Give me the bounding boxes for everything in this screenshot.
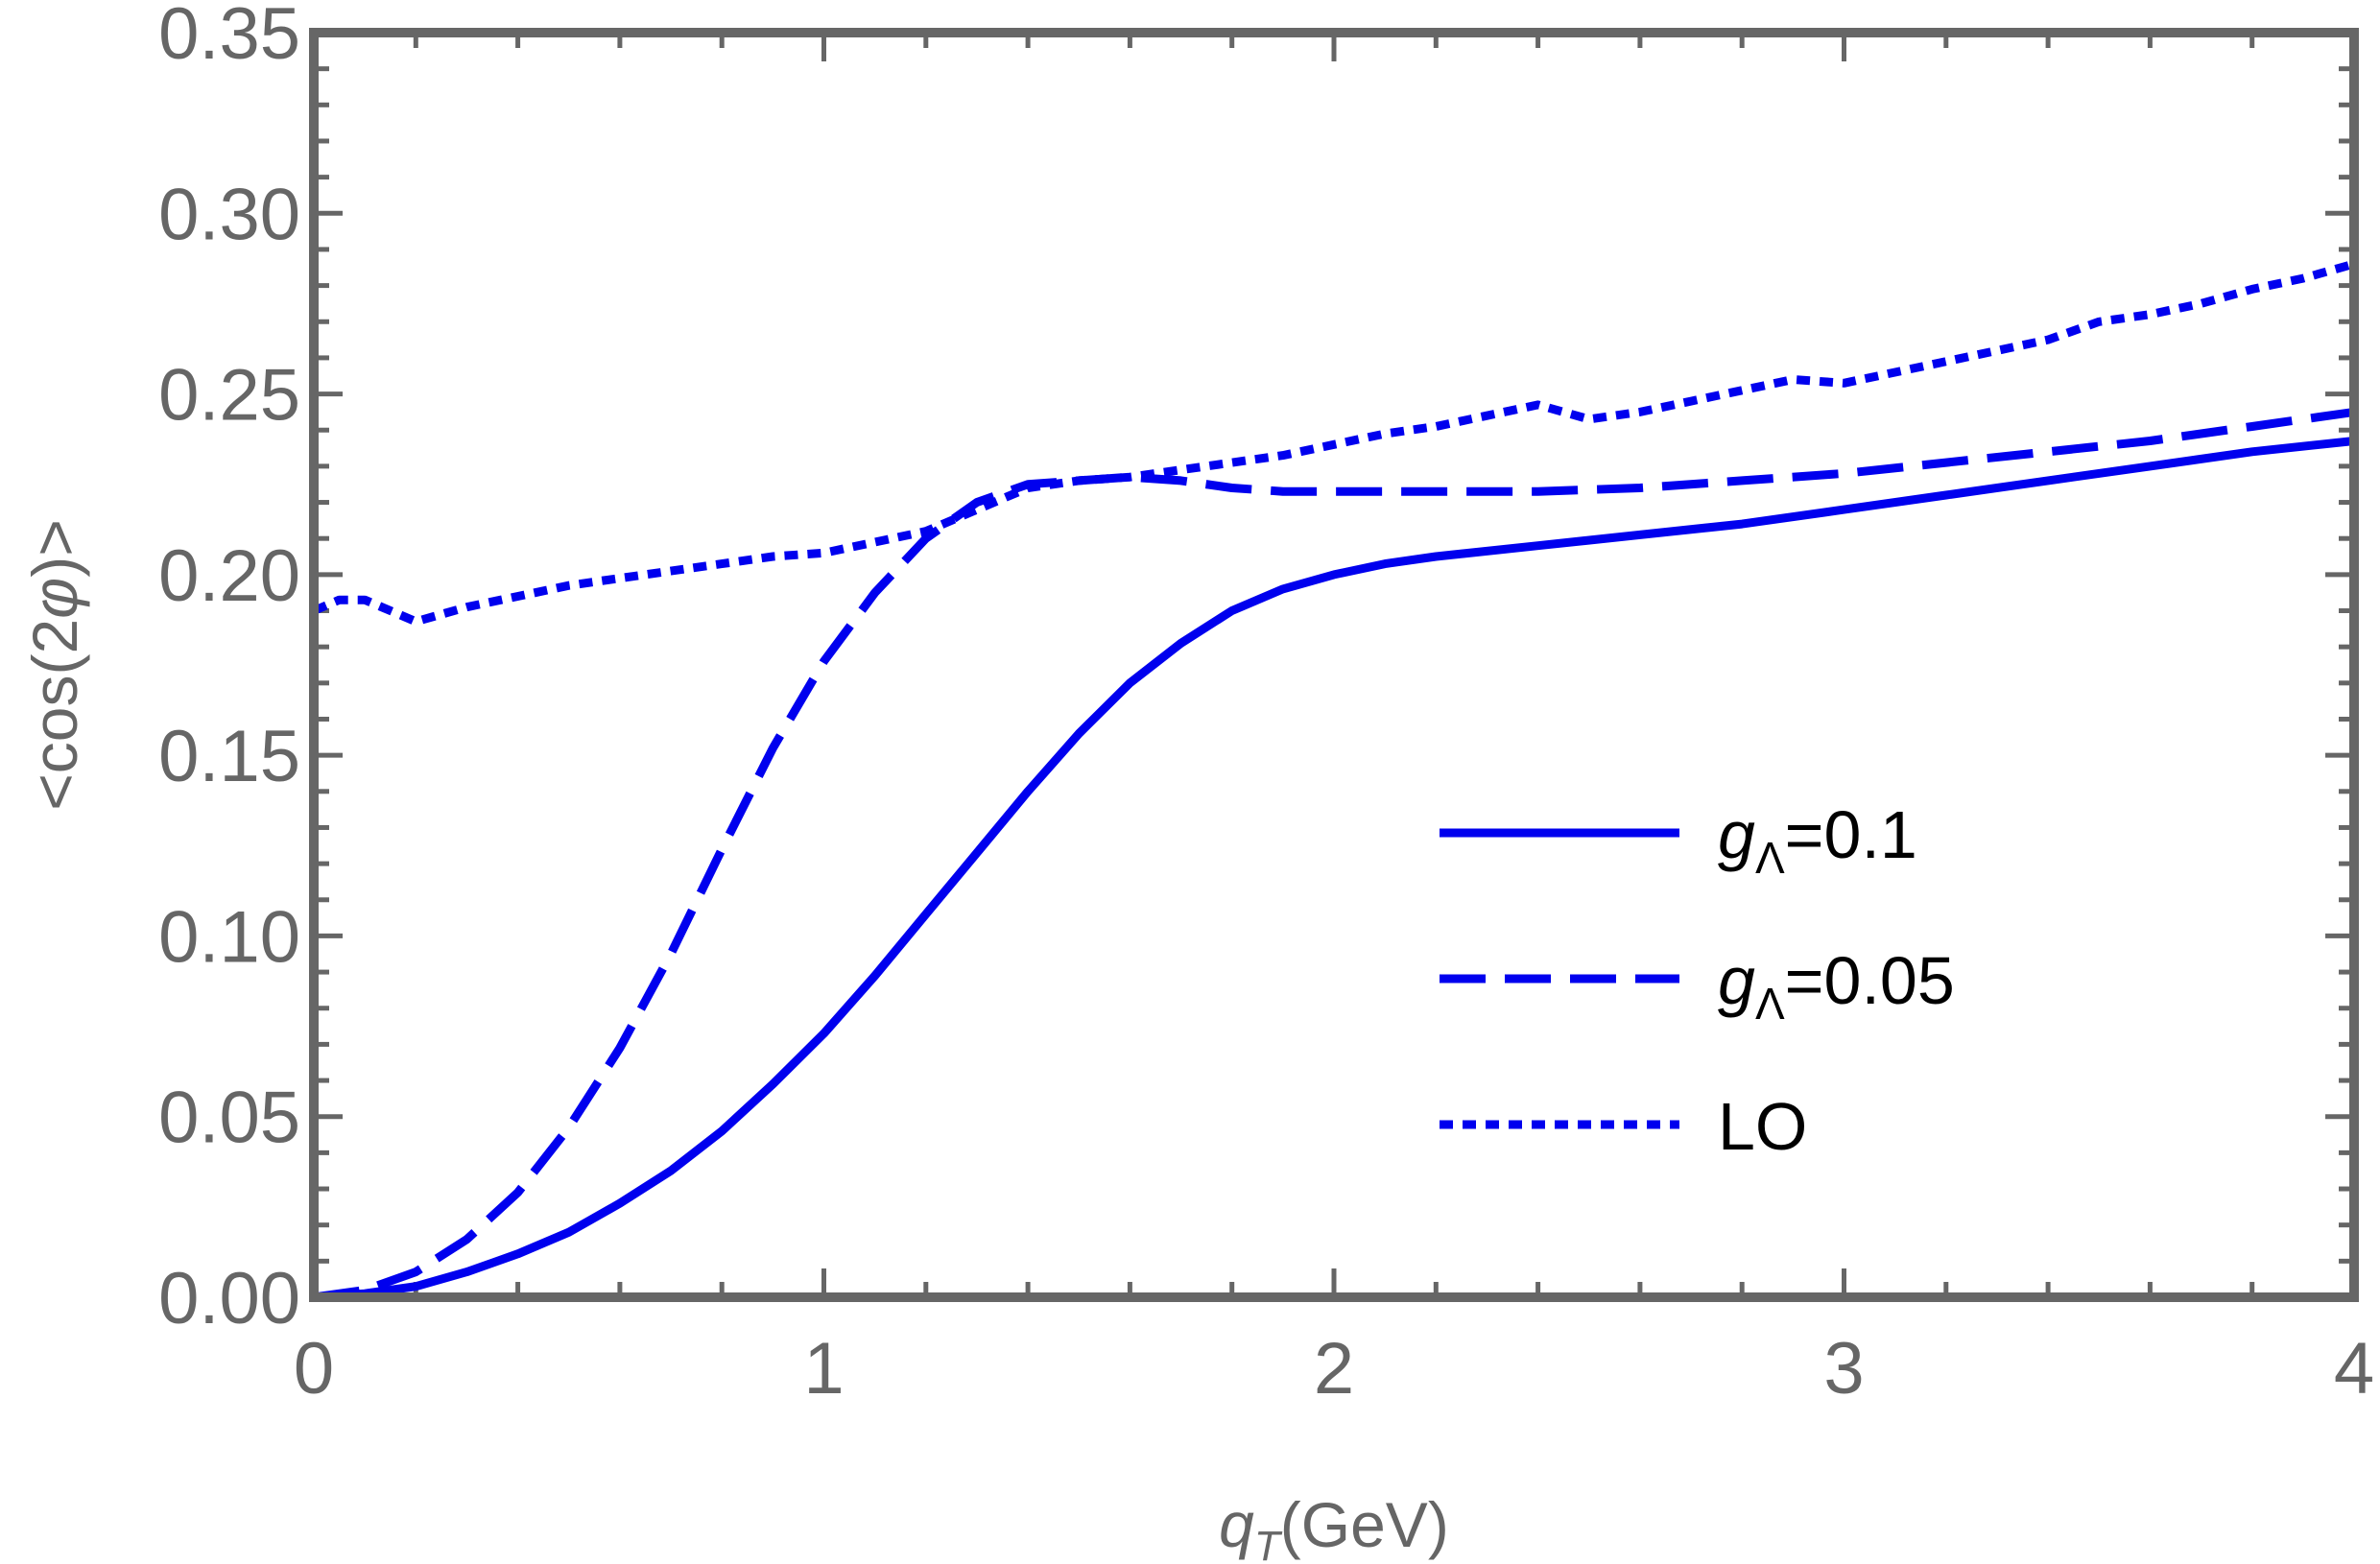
x-axis-title: qT(GeV) bbox=[1219, 1489, 1449, 1564]
x-axis-title-rest: (GeV) bbox=[1280, 1489, 1449, 1560]
legend-label: LO bbox=[1718, 1089, 1807, 1164]
y-axis-title: <cos(2φ)> bbox=[19, 519, 90, 811]
y-tick-label: 0.05 bbox=[158, 1078, 300, 1159]
legend: gΛ=0.1 gΛ=0.05 LO bbox=[1440, 797, 1955, 1164]
y-tick-label: 0.10 bbox=[158, 896, 300, 978]
x-tick-label: 4 bbox=[2334, 1328, 2374, 1410]
y-axis-title-pre: <cos(2 bbox=[19, 619, 90, 811]
y-axis-title-post: )> bbox=[19, 519, 90, 578]
tick-labels: 0 1 2 3 4 0.00 0.05 0.10 0.15 0.20 0.25 0.30 0.35 bbox=[158, 0, 2374, 1410]
series-lines bbox=[312, 259, 2356, 1302]
plot-frame bbox=[309, 28, 2359, 1302]
series-line-dotted bbox=[312, 259, 2356, 627]
y-tick-label: 0.00 bbox=[158, 1258, 300, 1339]
x-axis-title-var: q bbox=[1219, 1489, 1254, 1560]
legend-label: gΛ=0.05 bbox=[1718, 943, 1955, 1029]
x-axis-title-sub: T bbox=[1254, 1523, 1283, 1564]
x-tick-label: 2 bbox=[1314, 1328, 1354, 1410]
series-line-solid bbox=[313, 437, 2355, 1302]
y-tick-label: 0.30 bbox=[158, 174, 300, 255]
series-line-dashed bbox=[313, 407, 2355, 1302]
y-tick-label: 0.20 bbox=[158, 535, 300, 617]
ticks bbox=[311, 30, 2357, 1300]
x-tick-label: 1 bbox=[803, 1328, 844, 1410]
x-tick-label: 0 bbox=[294, 1328, 334, 1410]
y-tick-label: 0.25 bbox=[158, 355, 300, 437]
y-tick-label: 0.35 bbox=[158, 0, 300, 75]
y-axis-title-var: φ bbox=[19, 578, 90, 619]
legend-label: gΛ=0.1 bbox=[1718, 797, 1917, 883]
x-tick-label: 3 bbox=[1823, 1328, 1864, 1410]
y-tick-label: 0.15 bbox=[158, 716, 300, 797]
